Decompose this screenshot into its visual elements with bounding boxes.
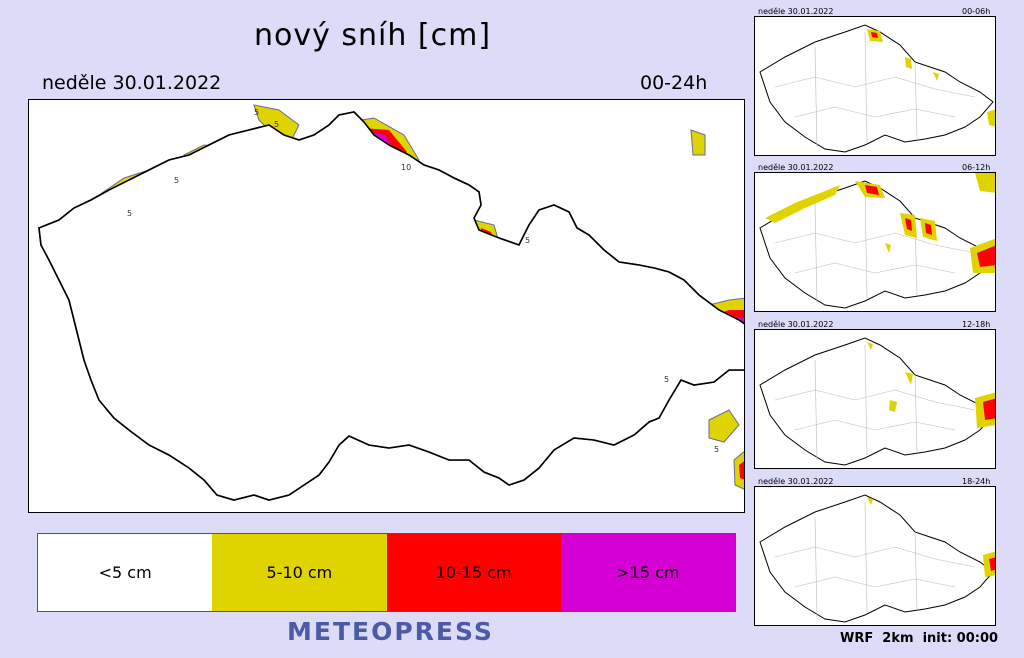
legend-item-lt5: <5 cm xyxy=(38,534,213,611)
panel-3-period: 12-18h xyxy=(962,320,991,329)
main-snow-map: 5 5 5 5 10 5 5 5 xyxy=(28,99,745,513)
contour-label: 5 xyxy=(664,375,669,384)
panel-1-date: neděle 30.01.2022 xyxy=(758,7,834,16)
panel-3-map xyxy=(754,329,996,469)
contour-label: 5 xyxy=(525,236,530,245)
panel-1-map xyxy=(754,16,996,156)
panel-1-period: 00-06h xyxy=(962,7,991,16)
panel-2-period: 06-12h xyxy=(962,163,991,172)
legend-item-10-15: 10-15 cm xyxy=(386,534,561,611)
map-title: nový sníh [cm] xyxy=(253,18,492,53)
contour-label: 10 xyxy=(401,163,411,172)
contour-label: 5 xyxy=(254,108,259,117)
panel-3-date: neděle 30.01.2022 xyxy=(758,320,834,329)
panel-4-period: 18-24h xyxy=(962,477,991,486)
panel-4-map xyxy=(754,486,996,626)
panel-2-map xyxy=(754,172,996,312)
panel-4-date: neděle 30.01.2022 xyxy=(758,477,834,486)
brand-logo: METEOPRESS xyxy=(287,617,494,646)
contour-label: 5 xyxy=(174,176,179,185)
forecast-date: neděle 30.01.2022 xyxy=(42,72,222,94)
panel-2-date: neděle 30.01.2022 xyxy=(758,163,834,172)
contour-label: 5 xyxy=(127,209,132,218)
forecast-period: 00-24h xyxy=(640,72,708,94)
contour-labels: 5 5 5 5 10 5 5 5 xyxy=(127,108,719,454)
legend: <5 cm 5-10 cm 10-15 cm >15 cm xyxy=(37,533,736,612)
contour-label: 5 xyxy=(274,120,279,129)
legend-item-gt15: >15 cm xyxy=(560,534,735,611)
contour-label: 5 xyxy=(714,445,719,454)
model-info: WRF 2km init: 00:00 xyxy=(840,631,999,646)
legend-item-5-10: 5-10 cm xyxy=(212,534,387,611)
